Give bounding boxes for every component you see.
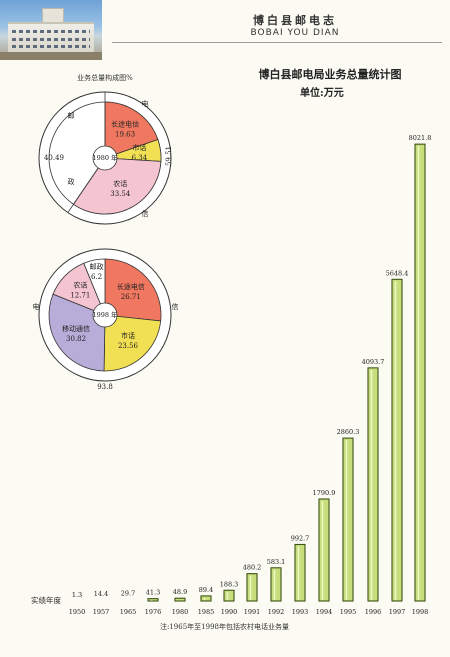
bar-chart: 实绩年度 1.3 1950 14.4 1957 29.7 1965 41.3 1976 48.9 1… — [31, 134, 432, 616]
x-tick-label: 1992 — [268, 608, 285, 616]
bar-value-label: 48.9 — [173, 588, 187, 596]
photo-window-row — [12, 38, 90, 41]
pie-caption: 业务总量构成图% — [77, 74, 133, 82]
pie-slice-value: 12.71 — [70, 292, 90, 300]
x-tick-label: 1991 — [244, 608, 261, 616]
bar-value-label: 992.7 — [291, 534, 310, 542]
bar-1993 — [294, 543, 306, 602]
bar-value-label: 8021.8 — [409, 134, 432, 142]
bar-value-label: 41.3 — [146, 589, 160, 597]
pie-slice-name: 长途电信 — [111, 120, 139, 129]
pie-slice-name: 市话 — [132, 143, 146, 152]
pie-center-disc — [92, 145, 118, 171]
bar-value-label: 583.1 — [267, 558, 286, 566]
bar-1980 — [174, 597, 186, 602]
x-tick-label: 1995 — [340, 608, 357, 616]
bar-1997 — [391, 278, 403, 602]
pie-slice-value: 33.54 — [110, 190, 131, 198]
pie-year-label: 1980 年 — [92, 153, 118, 162]
x-tick-label: 1998 — [412, 608, 429, 616]
pie-ring-char: 邮 — [68, 111, 75, 120]
bar-value-label: 29.7 — [121, 589, 135, 597]
pie-ring-char: 信 — [142, 209, 149, 218]
pie-slice-name: 移动通信 — [62, 324, 90, 333]
bar-value-label: 480.2 — [243, 564, 262, 572]
pie-telecom-value: 93.8 — [97, 383, 113, 391]
bar-value-label: 2860.3 — [337, 428, 360, 436]
bar-value-label: 5648.4 — [386, 269, 409, 277]
pie-ring-char: 电 — [142, 99, 149, 108]
pie-slice-2 — [48, 293, 106, 372]
pie-slice-value: 19.63 — [115, 131, 135, 139]
photo-window-row — [12, 30, 90, 33]
pie-slice-name: 邮政 — [90, 262, 104, 271]
header-photo — [0, 0, 102, 60]
x-tick-label: 1980 — [172, 608, 189, 616]
pie-slice-value: 6.2 — [91, 273, 102, 281]
book-subtitle: BOBAI YOU DIAN — [250, 28, 340, 38]
bar-1985 — [200, 595, 212, 602]
bar-1998 — [414, 143, 426, 602]
chart-unit: 单位:万元 — [300, 88, 344, 99]
bar-1990 — [223, 589, 235, 602]
chart-title: 博白县邮电局业务总量统计图 — [258, 68, 402, 81]
x-tick-label: 1993 — [292, 608, 309, 616]
photo-ground — [0, 52, 102, 60]
pie-telecom-value: 59.51 — [165, 146, 173, 166]
x-tick-label: 1997 — [389, 608, 406, 616]
x-tick-label: 1994 — [316, 608, 333, 616]
chart-footnote: 注:1965年至1998年包括农村电话业务量 — [160, 623, 289, 631]
pie-slice-name: 农话 — [73, 281, 87, 290]
bar-value-label: 1.3 — [72, 591, 82, 599]
x-tick-label: 1996 — [365, 608, 382, 616]
bar-1995 — [342, 437, 354, 602]
bar-1992 — [270, 567, 282, 602]
bar-value-label: 1790.9 — [313, 489, 336, 497]
bar-value-label: 188.3 — [220, 580, 239, 588]
photo-window-row — [12, 45, 90, 48]
pie-ring-char: 信 — [172, 302, 179, 311]
pie-slice-0 — [104, 258, 162, 322]
pie-ring-char: 政 — [68, 177, 75, 186]
bar-value-label: 4093.7 — [362, 358, 385, 366]
pie-slice-4 — [83, 258, 106, 316]
bar-1994 — [318, 498, 330, 602]
bar-1996 — [367, 367, 379, 602]
x-tick-label: 1990 — [221, 608, 238, 616]
pie-slice-value: 6.34 — [132, 154, 148, 162]
pie-center-disc — [92, 302, 118, 328]
pie-postal-value: 40.49 — [44, 154, 64, 162]
pie-slice-name: 长途电信 — [117, 282, 145, 291]
x-axis-label: 实绩年度 — [31, 595, 61, 605]
pie-slice-name: 市话 — [121, 331, 135, 340]
x-tick-label: 1950 — [69, 608, 86, 616]
pie-slice-1 — [103, 314, 162, 372]
pie-slice-value: 30.82 — [66, 335, 86, 343]
pie-ring-char: 电 — [33, 302, 40, 311]
pie-year-label: 1998 年 — [92, 310, 118, 319]
x-tick-label: 1965 — [120, 608, 137, 616]
pie-slice-2 — [72, 157, 162, 215]
bar-1991 — [246, 573, 258, 602]
x-tick-label: 1976 — [145, 608, 162, 616]
pie-slice-name: 农话 — [113, 179, 127, 188]
pie-slice-value: 23.56 — [118, 342, 139, 350]
bar-1976 — [147, 598, 159, 602]
pie-slice-value: 26.71 — [121, 293, 141, 301]
x-tick-label: 1957 — [93, 608, 110, 616]
header-divider — [112, 42, 442, 43]
x-tick-label: 1985 — [198, 608, 215, 616]
pie-chart-1998: 长途电信 26.71 市话 23.56 移动通信 30.82 农话 12.71 邮政 6.2 199… — [33, 248, 179, 391]
bar-value-label: 89.4 — [199, 586, 213, 594]
book-title: 博白县邮电志 — [253, 14, 337, 27]
bar-value-label: 14.4 — [94, 590, 108, 598]
pie-chart-1980: 长途电信 19.63 市话 6.34 农话 33.54 1980 年 40.49 邮政 电信 59.… — [38, 91, 173, 225]
